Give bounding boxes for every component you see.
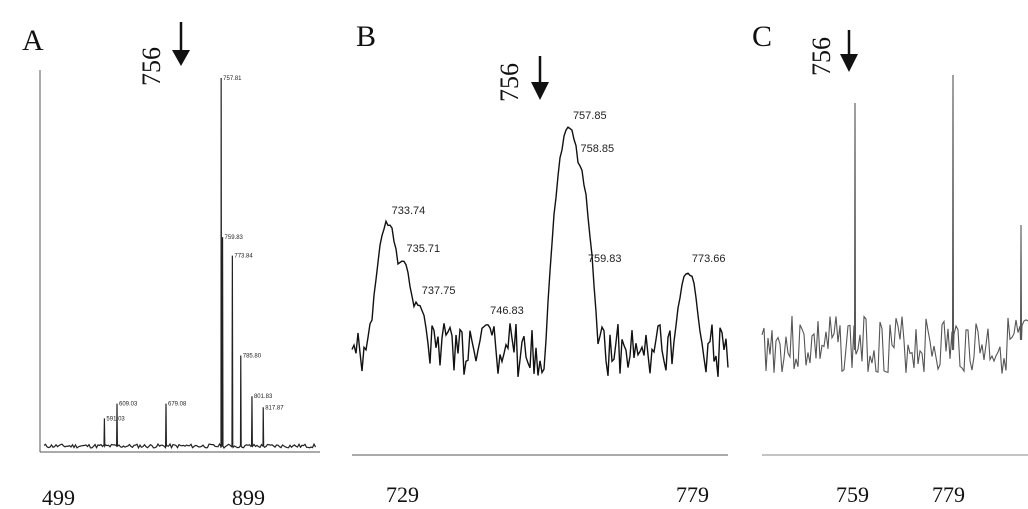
panel-c-x-tick-779: 779 [932,482,965,507]
panel-a-arrow [172,22,190,66]
panel-b-peak-label-5: 758.85 [580,143,614,155]
panel-b-arrow [531,56,549,100]
panel-c-arrow-label: 756 [807,37,836,76]
panel-b-peak-label-4: 757.85 [573,110,607,122]
panel-a: A 756 757.81 759.83 773.84 785.80 801.83 817.… [22,22,320,509]
panel-a-peak-label-1: 759.83 [225,235,244,241]
panel-c: C 756 759 779 [752,20,1028,507]
panel-b-peak-labels: 733.74 735.71 737.75 746.83 757.85 758.85 759.… [392,110,726,317]
panel-a-label: A [22,24,44,57]
panel-c-label: C [752,20,772,53]
panel-b-peak-label-7: 773.66 [692,253,726,265]
panel-a-peak-label-3: 785.80 [243,354,262,360]
panel-a-arrow-label: 756 [137,47,166,86]
panel-a-peak-label-6: 609.03 [119,402,138,408]
panel-c-x-tick-759: 759 [836,482,869,507]
panel-b-x-tick-start: 729 [386,482,419,507]
panel-b-peak-label-2: 737.75 [422,285,456,297]
panel-b-spectrum-line [351,126,729,377]
panel-b-x-tick-end: 779 [676,482,709,507]
panel-a-peak-label-4: 801.83 [254,394,273,400]
panel-b-label: B [356,20,376,53]
panel-b: B 756 733.74 735.71 737.75 746.83 757.85 758.… [351,20,729,507]
panel-b-peak-label-3: 746.83 [490,305,524,317]
panel-a-x-tick-end: 899 [232,485,265,509]
panel-a-spectrum-line [43,77,317,450]
panel-c-spectrum-line [761,74,1028,374]
panel-b-peak-label-1: 735.71 [406,243,440,255]
panel-a-peak-labels: 757.81 759.83 773.84 785.80 801.83 817.87 609.… [106,76,284,422]
panel-b-peak-label-6: 759.83 [588,253,622,265]
panel-a-x-tick-start: 499 [42,485,75,509]
panel-b-peak-label-0: 733.74 [392,205,426,217]
panel-a-peak-label-5: 817.87 [265,405,284,411]
panel-b-arrow-label: 756 [495,63,524,102]
panel-a-peak-label-7: 591.03 [106,416,125,422]
panel-a-peak-label-8: 679.08 [168,402,187,408]
panel-c-arrow [840,30,858,72]
panel-a-peak-label-0: 757.81 [223,76,242,82]
panel-a-peak-label-2: 773.84 [234,254,253,260]
